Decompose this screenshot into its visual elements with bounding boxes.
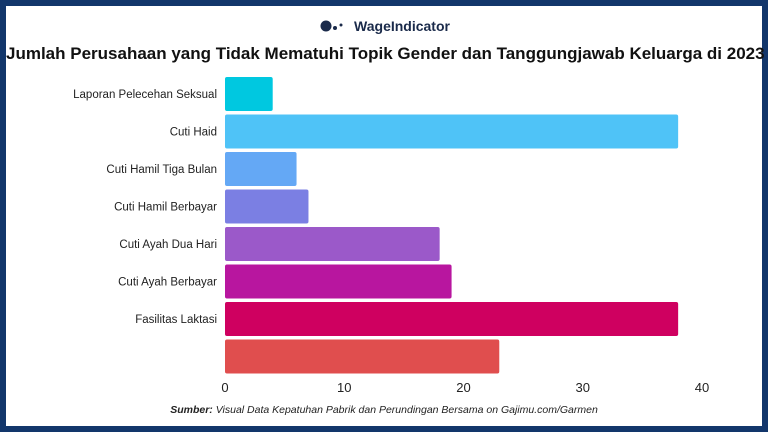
x-tick-label-4: 40 <box>695 380 709 395</box>
bar-1 <box>225 114 679 149</box>
bar-3 <box>225 189 309 224</box>
chart-title: Jumlah Perusahaan yang Tidak Mematuhi To… <box>6 44 765 63</box>
category-label-4: Cuti Ayah Dua Hari <box>119 239 217 251</box>
category-label-3: Cuti Hamil Berbayar <box>114 202 217 214</box>
brand-logo: WageIndicator <box>6 18 762 34</box>
bar-7 <box>225 339 500 374</box>
bar-0 <box>225 77 273 111</box>
x-tick-label-2: 20 <box>456 380 470 395</box>
bar-6 <box>225 302 679 336</box>
category-label-5: Cuti Ayah Berbayar <box>118 277 217 289</box>
source-prefix: Sumber: <box>170 404 213 416</box>
category-label-6: Fasilitas Laktasi <box>135 314 217 326</box>
category-label-2: Cuti Hamil Tiga Bulan <box>106 164 217 176</box>
x-tick-label-3: 30 <box>576 380 590 395</box>
x-tick-label-1: 10 <box>337 380 351 395</box>
brand-name: WageIndicator <box>354 18 450 34</box>
bar-4 <box>225 227 440 261</box>
bar-5 <box>225 264 452 299</box>
source-note: Sumber: Visual Data Kepatuhan Pabrik dan… <box>6 404 762 416</box>
source-text: Visual Data Kepatuhan Pabrik dan Perundi… <box>215 404 598 416</box>
wageindicator-dots-icon <box>320 20 343 32</box>
category-label-1: Cuti Haid <box>170 127 217 139</box>
x-tick-label-0: 0 <box>221 380 228 395</box>
bar-chart: Laporan Pelecehan Seksual Cuti Haid Cuti H… <box>73 77 709 395</box>
bar-2 <box>225 152 297 186</box>
chart-card: WageIndicator Jumlah Perusahaan yang Tid… <box>6 6 765 426</box>
category-label-0: Laporan Pelecehan Seksual <box>73 89 217 101</box>
